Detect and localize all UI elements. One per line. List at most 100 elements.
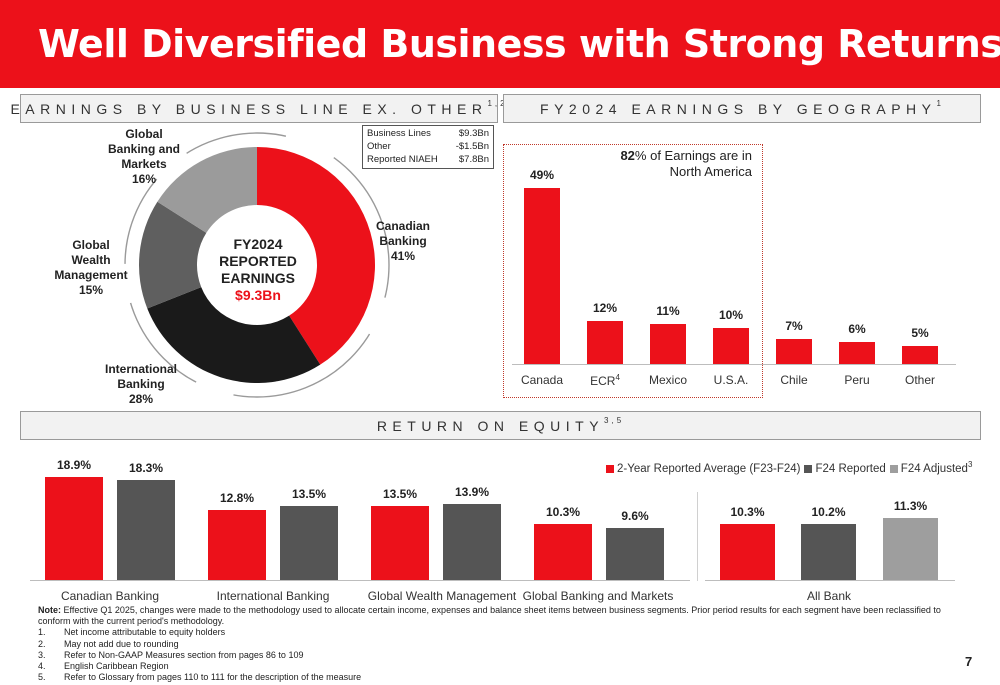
roe-legend: 2-Year Reported Average (F23-F24) F24 Rep… [606,460,976,475]
footnote-text: English Caribbean Region [64,661,169,672]
section-header-roe: RETURN ON EQUITY 3,5 [20,411,981,440]
roe-bar-value-label: 9.6% [621,508,649,523]
geo-bar-value-label: 5% [911,326,929,341]
geo-bar-value-label: 7% [785,318,803,333]
footnote-item: 2. May not add due to rounding [38,639,963,650]
geo-category-label: ECR4 [590,373,620,388]
page-title: Well Diversified Business with Strong Re… [38,22,1000,66]
donut-guide-gap [285,134,335,160]
geo-category-label: Mexico [648,373,687,387]
footnote-number: 5. [38,672,46,683]
footnote-number: 4. [38,661,46,672]
methodology-note: Note: Effective Q1 2025, changes were ma… [38,605,963,627]
legend-swatch [889,464,898,473]
geo-bar [839,342,875,364]
roe-category-label: Canadian Banking [60,589,160,603]
north-america-note-value: 82 [620,148,635,163]
north-america-highlight-box [503,144,763,398]
earnings-table: Business Lines $9.3Bn Other -$1.5Bn Report… [362,125,494,169]
roe-category-label: All Bank [806,589,852,603]
roe-bar-value-label: 12.8% [219,491,255,506]
donut-slice-global-banking-and-markets [157,147,257,233]
slice-name: Global Banking and Markets [107,127,180,171]
earnings-value: $7.8Bn [458,154,489,165]
earnings-label: Business Lines [367,128,431,139]
footnote-number: 2. [38,638,46,649]
footnote-text: Refer to Glossary from pages 110 to 111 … [64,672,362,683]
donut-center-value: $9.3Bn [235,287,281,303]
slice-label-international-banking: International Banking 28% [96,362,186,407]
donut-guide-gap [123,263,133,304]
earnings-row: Reported NIAEH $7.8Bn [367,154,489,167]
roe-bar [801,524,856,580]
roe-legend-item: 2-Year Reported Average (F23-F24) [606,463,800,475]
section-title-roe: RETURN ON EQUITY [376,417,605,434]
footnote-item: 3. Refer to Non-GAAP Measures section fro… [38,650,963,661]
roe-bar-chart: 18.9% 18.3% Canadian Banking 12.8% 13.5% Inte… [30,458,955,603]
legend-label: F24 Reported [815,462,886,475]
slice-pct: 28% [128,392,154,406]
section-sup-business-line: 1,2 [487,99,508,108]
slice-name: International Banking [104,362,177,391]
slice-label-canadian-banking: Canadian Banking 41% [365,219,441,264]
roe-bar [720,523,775,580]
slice-name: Canadian Banking [375,219,430,248]
geo-bar [902,346,938,364]
roe-bar [208,510,266,580]
roe-bar-value-label: 18.3% [128,461,164,476]
earnings-row: Business Lines $9.3Bn [367,128,489,141]
footnotes: Note: Effective Q1 2025, changes were ma… [38,605,963,683]
roe-legend-item: F24 Adjusted3 [889,460,973,475]
geo-bar [776,338,812,364]
footnote-number: 3. [38,649,46,660]
roe-bar [443,504,501,580]
roe-axis-line-allbank [705,580,955,581]
roe-bar-value-label: 10.3% [545,504,581,519]
geo-bar [713,328,749,364]
roe-bar [371,506,429,580]
geo-category-label: Other [904,373,935,387]
footnote-item: 4. English Caribbean Region [38,661,963,672]
slice-pct: 15% [78,283,104,297]
roe-bar-value-label: 10.3% [730,504,765,519]
note-label: Note: [38,605,61,615]
geography-bar-chart: 49% Canada 12% ECR4 11% Mexico 10% U.S.A. 7% Chil… [512,168,956,388]
earnings-label: Reported NIAEH [367,154,438,165]
roe-bar [883,518,938,580]
donut-center-label: FY2024 REPORTED EARNINGS $9.3Bn [199,236,317,304]
footnote-text: Refer to Non-GAAP Measures section from … [64,649,304,660]
slice-pct: 41% [390,249,416,263]
roe-bar [280,506,338,580]
roe-bar [606,527,664,580]
slice-label-global-wealth-management: Global Wealth Management 15% [48,238,134,298]
roe-category-label: International Banking [216,589,330,603]
legend-sup: 3 [967,460,973,469]
earnings-row: Other -$1.5Bn [367,141,489,154]
section-title-business-line: EARNINGS BY BUSINESS LINE EX. OTHER [10,100,488,117]
legend-swatch [804,464,813,473]
donut-guide-gap [367,297,387,336]
north-america-note-text: % of Earnings are in North America [634,148,752,179]
section-title-geography: FY2024 EARNINGS BY GEOGRAPHY [540,100,937,117]
roe-axis-line [30,580,690,581]
geo-category-label: Peru [844,373,870,387]
earnings-value: -$1.5Bn [455,141,489,152]
roe-legend-item: F24 Reported [804,462,886,475]
roe-bar-value-label: 13.5% [291,487,327,502]
roe-bar [534,523,592,580]
roe-bar [117,480,175,580]
slice-name: Global Wealth Management [54,238,128,282]
north-america-note: 82% of Earnings are in North America [600,148,752,180]
page-number: 7 [965,654,973,669]
legend-label: 2-Year Reported Average (F23-F24) [617,462,801,475]
footnote-text: Net income attributable to equity holder… [64,627,226,638]
donut-center-line2: REPORTED [219,253,297,269]
geo-bar [650,324,686,364]
footnote-text: May not add due to rounding [64,638,179,649]
roe-bar-value-label: 13.5% [382,487,418,502]
earnings-value: $9.3Bn [458,128,489,139]
geo-axis-line [512,364,956,365]
roe-divider [697,492,698,581]
earnings-label: Other [367,141,391,152]
slice-label-global-banking-and-markets: Global Banking and Markets 16% [98,127,190,187]
